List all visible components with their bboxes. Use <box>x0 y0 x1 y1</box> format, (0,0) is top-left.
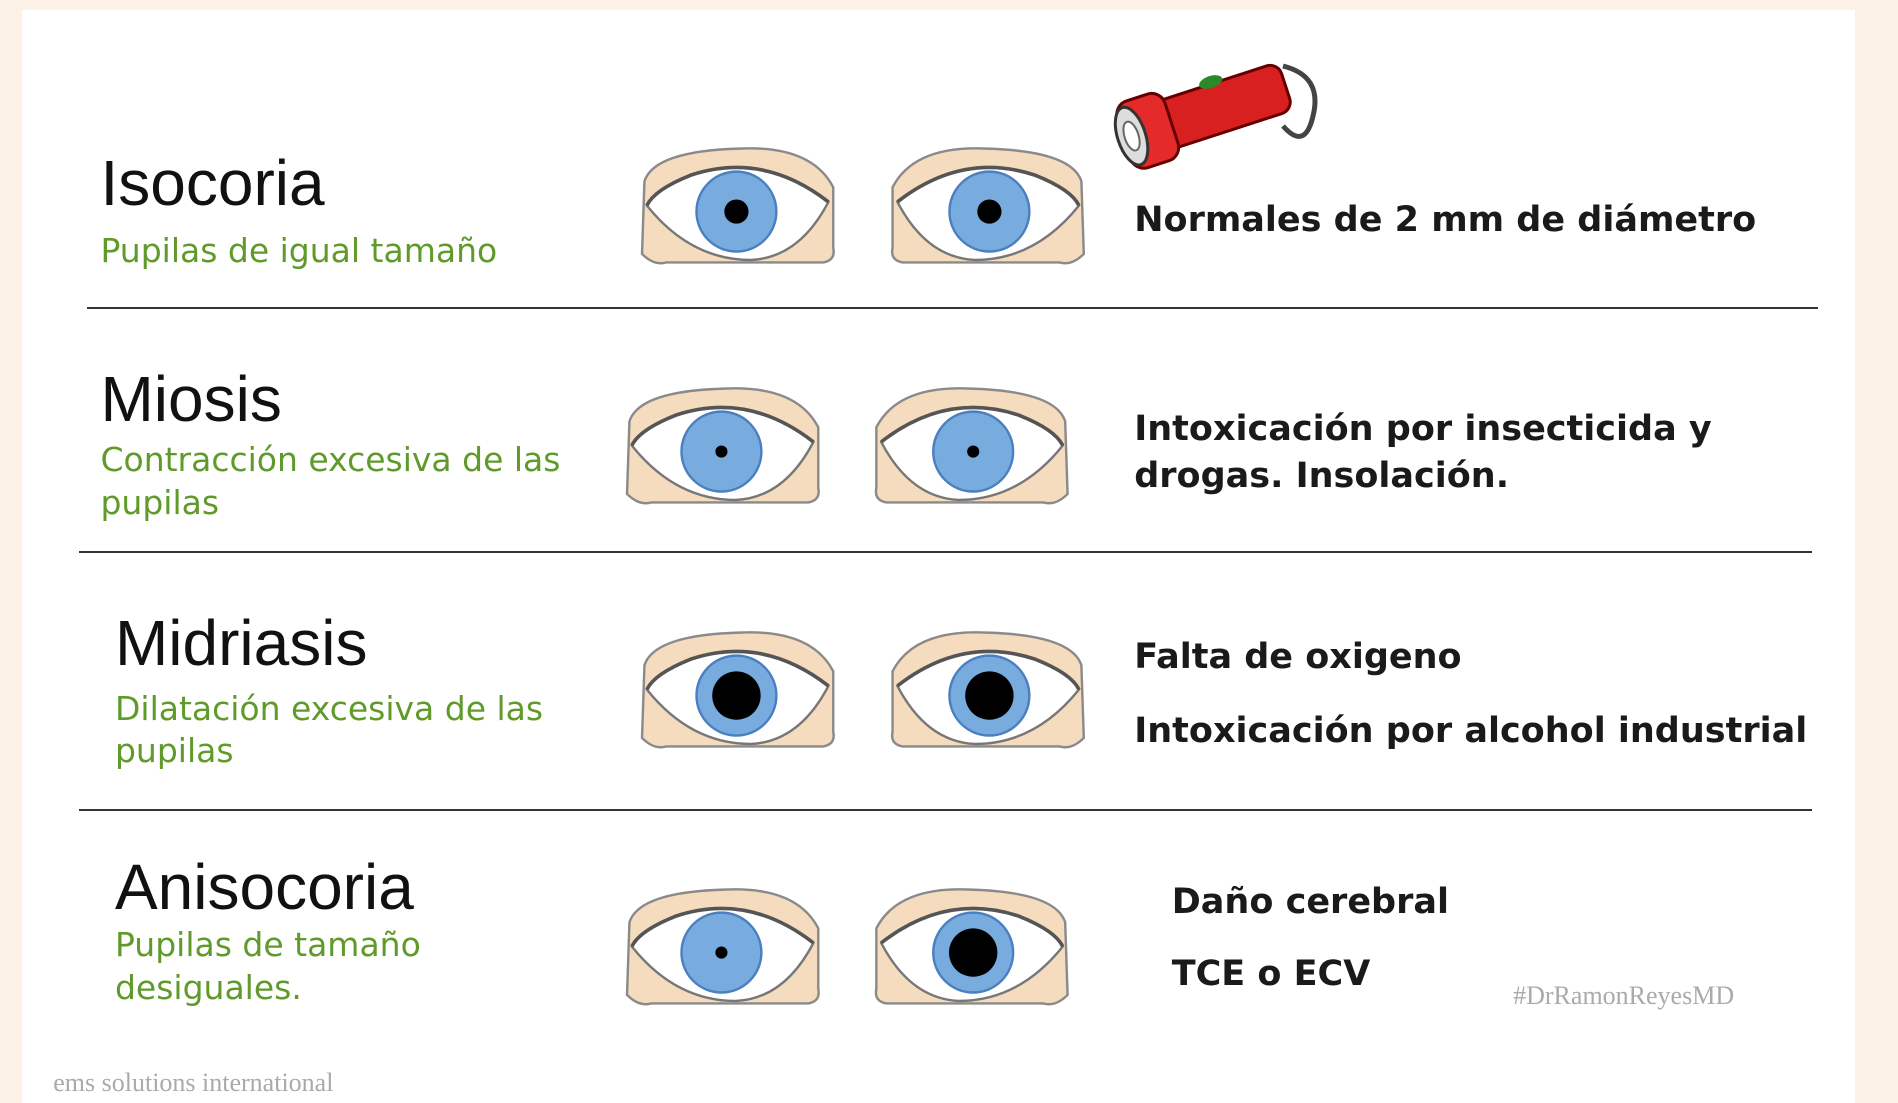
separator <box>78 550 1813 553</box>
eye <box>874 387 1069 505</box>
row-note: Intoxicación por insecticida y drogas. I… <box>1134 408 1712 496</box>
row-note: Normales de 2 mm de diámetro <box>1134 200 1757 241</box>
row-note: Daño cerebral <box>1171 881 1449 922</box>
row-subtitle: Contracción excesiva de las pupilas <box>100 440 561 523</box>
eye <box>640 147 835 265</box>
row-subtitle: Pupilas de tamaño desiguales. <box>114 924 421 1007</box>
row-title: Midriasis <box>114 607 368 680</box>
eye <box>890 631 1085 749</box>
watermark: ems solutions international <box>53 1067 334 1097</box>
row-title: Isocoria <box>100 147 325 220</box>
row-subtitle: Pupilas de igual tamaño <box>100 230 498 270</box>
eye <box>625 387 820 505</box>
separator <box>87 307 1819 310</box>
row-subtitle: Dilatación excesiva de las pupilas <box>114 688 544 771</box>
watermark: #DrRamonReyesMD <box>1513 980 1735 1010</box>
flashlight <box>1113 63 1318 170</box>
eye-pair <box>625 888 1069 1006</box>
eye <box>890 147 1085 265</box>
row-note: Falta de oxigeno <box>1134 637 1462 678</box>
row-title: Miosis <box>100 362 282 435</box>
row-note: TCE o ECV <box>1171 954 1371 995</box>
row-note: Intoxicación por alcohol industrial <box>1134 711 1808 752</box>
eye-pair <box>640 631 1085 749</box>
eye <box>625 888 820 1006</box>
eye <box>640 631 835 749</box>
eye-pair <box>640 147 1085 265</box>
eye <box>874 888 1069 1006</box>
separator <box>78 808 1813 811</box>
row-title: Anisocoria <box>114 850 414 923</box>
eye-pair <box>625 387 1069 505</box>
